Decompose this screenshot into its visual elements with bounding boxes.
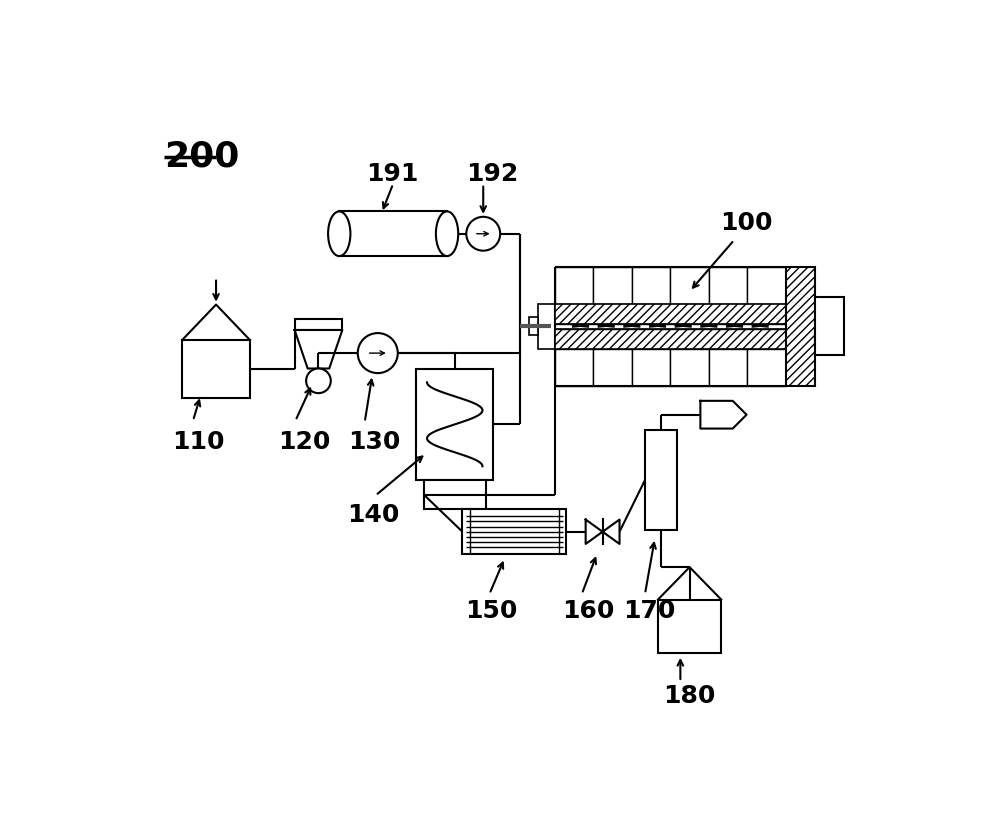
Ellipse shape xyxy=(328,211,350,256)
Polygon shape xyxy=(700,401,747,428)
Bar xyxy=(786,266,815,386)
Bar xyxy=(632,349,670,386)
Bar xyxy=(670,266,709,304)
Bar xyxy=(670,349,709,386)
Polygon shape xyxy=(295,330,342,369)
Text: 191: 191 xyxy=(366,163,419,186)
Ellipse shape xyxy=(436,211,458,256)
Text: 120: 120 xyxy=(278,430,330,454)
Circle shape xyxy=(466,217,500,251)
Bar xyxy=(295,319,342,330)
Bar xyxy=(747,266,786,304)
Bar xyxy=(416,369,493,480)
Bar xyxy=(538,304,555,349)
Bar xyxy=(593,349,632,386)
Bar xyxy=(747,349,786,386)
Bar xyxy=(182,340,250,398)
Text: 130: 130 xyxy=(348,430,400,454)
Circle shape xyxy=(358,333,398,373)
Bar xyxy=(815,297,844,356)
Text: 200: 200 xyxy=(164,139,240,173)
Text: 192: 192 xyxy=(466,163,519,186)
Text: 140: 140 xyxy=(347,503,399,527)
Bar xyxy=(709,349,747,386)
Polygon shape xyxy=(586,520,620,544)
Text: 150: 150 xyxy=(465,600,517,624)
Bar xyxy=(339,211,447,256)
Bar xyxy=(462,509,566,554)
Text: 170: 170 xyxy=(623,600,676,624)
Bar xyxy=(658,600,721,653)
Bar xyxy=(555,349,593,386)
Text: 100: 100 xyxy=(720,210,773,234)
Bar xyxy=(555,266,593,304)
Text: 160: 160 xyxy=(562,600,614,624)
Bar xyxy=(529,317,538,336)
Circle shape xyxy=(306,369,331,394)
Text: 180: 180 xyxy=(663,684,715,708)
Bar xyxy=(424,480,486,509)
Text: 110: 110 xyxy=(172,430,225,454)
Bar xyxy=(632,266,670,304)
Bar xyxy=(555,329,786,349)
Bar xyxy=(645,430,677,530)
Bar xyxy=(555,304,786,324)
Bar xyxy=(709,266,747,304)
Bar xyxy=(593,266,632,304)
